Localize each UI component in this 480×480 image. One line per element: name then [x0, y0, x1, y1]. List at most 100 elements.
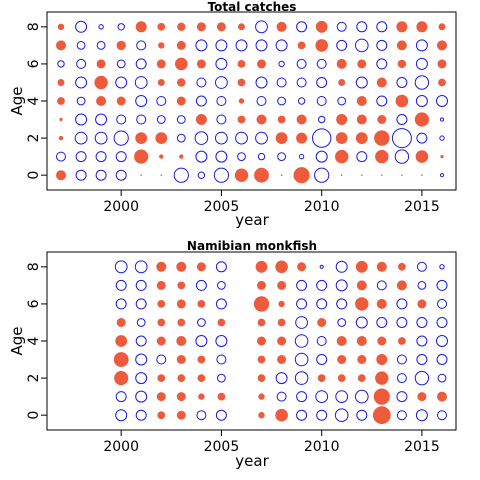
bubble-positive — [135, 21, 147, 33]
bubble-negative — [436, 354, 448, 365]
bubble-positive — [336, 336, 347, 346]
bubble-negative — [416, 132, 428, 144]
bubble-positive — [177, 318, 186, 327]
bubble-positive — [197, 300, 206, 308]
bubble-negative — [417, 281, 427, 290]
bubble-positive — [277, 318, 286, 327]
bubble-positive — [176, 299, 186, 309]
bubble-positive — [275, 408, 288, 422]
bubble-negative — [195, 150, 208, 163]
bubble-negative — [316, 336, 327, 346]
bubble-negative — [356, 21, 368, 33]
bubble-positive — [373, 388, 390, 405]
bubble-negative — [294, 334, 309, 348]
bubble-positive — [59, 117, 63, 122]
y-axis-label: Age — [8, 86, 26, 115]
bubble-negative — [335, 260, 348, 273]
bubble-positive — [336, 58, 347, 69]
bubble-negative — [277, 96, 287, 106]
bubble-positive — [337, 355, 347, 364]
bubble-negative — [113, 130, 129, 146]
bubble-negative — [75, 151, 87, 163]
plot-frame — [46, 251, 457, 431]
bubble-positive — [278, 300, 285, 308]
bubble-positive — [381, 174, 383, 176]
bubble-negative — [436, 95, 448, 107]
bubble-positive — [377, 115, 387, 124]
bubble-negative — [215, 57, 228, 70]
bubble-negative — [95, 113, 108, 126]
chart-title: Namibian monkfish — [187, 239, 317, 253]
bubble-negative — [436, 335, 448, 347]
bubble-negative — [376, 39, 388, 51]
bubble-positive — [421, 174, 423, 176]
x-axis: 2000 2005 2010 2015 — [103, 190, 440, 215]
y-tick-label: 0 — [26, 411, 42, 420]
bubble-positive — [401, 174, 403, 176]
bubble-negative — [278, 60, 285, 68]
bubble-positive — [237, 115, 246, 124]
bubble-positive — [256, 114, 267, 125]
bubble-negative — [134, 76, 148, 89]
bubble-negative — [215, 298, 227, 310]
bubble-negative — [376, 317, 388, 328]
y-tick-label: 6 — [26, 59, 42, 68]
y-axis: 0 2 4 6 8 — [26, 22, 47, 180]
bubble-negative — [315, 150, 328, 163]
bubble-negative — [136, 114, 147, 125]
x-tick-label: 2005 — [204, 439, 240, 455]
bubble-negative — [196, 410, 207, 421]
bubble-positive — [238, 23, 245, 31]
bubble-positive — [438, 23, 446, 31]
bubble-negative — [416, 335, 428, 347]
bubble-negative — [237, 152, 246, 162]
bubble-negative — [318, 115, 326, 124]
bubble-positive — [177, 22, 186, 31]
bubble-negative — [115, 169, 127, 181]
bubble-negative — [135, 372, 148, 385]
bubble-positive — [376, 261, 387, 272]
bubble-negative — [437, 298, 447, 309]
bubble-negative — [74, 131, 88, 145]
bubble-positive — [198, 393, 205, 400]
bubble-positive — [357, 374, 366, 382]
bubble-negative — [396, 354, 407, 365]
bubble-negative — [316, 298, 328, 310]
bubble-negative — [376, 58, 388, 70]
bubble-negative — [197, 171, 206, 179]
bubble-positive — [176, 336, 187, 346]
bubble-negative — [439, 117, 445, 122]
bubble-negative — [115, 409, 128, 422]
bubble-negative — [275, 39, 288, 52]
y-axis-label: Age — [8, 326, 26, 355]
bubble-negative — [276, 77, 287, 88]
bubble-negative — [235, 39, 248, 52]
bubble-positive — [437, 391, 447, 402]
bubble-positive — [196, 59, 206, 69]
bubble-negative — [316, 279, 328, 291]
bubble-positive — [280, 174, 283, 176]
bubble-positive — [197, 374, 206, 382]
bubble-positive — [253, 296, 270, 312]
bubble-positive — [177, 78, 186, 87]
bubble-positive — [335, 149, 349, 164]
bubble-positive — [338, 79, 346, 86]
bubble-negative — [194, 131, 209, 145]
bubble-negative — [416, 354, 428, 365]
bubble-positive — [376, 354, 388, 365]
bubble-negative — [336, 298, 348, 310]
y-tick-label: 0 — [26, 171, 42, 180]
chart-title: Total catches — [208, 0, 297, 14]
bubble-negative — [396, 77, 408, 88]
x-tick-label: 2005 — [204, 199, 240, 215]
bubble-positive — [157, 318, 166, 327]
bubble-positive — [337, 374, 346, 382]
bubble-negative — [176, 115, 186, 124]
bubble-negative — [335, 279, 348, 292]
bubble-positive — [140, 174, 142, 176]
bubble-negative — [256, 96, 267, 106]
bubble-negative — [216, 354, 227, 365]
bubble-positive — [196, 22, 206, 32]
bubble-positive — [176, 392, 186, 402]
bubble-negative — [215, 150, 228, 163]
